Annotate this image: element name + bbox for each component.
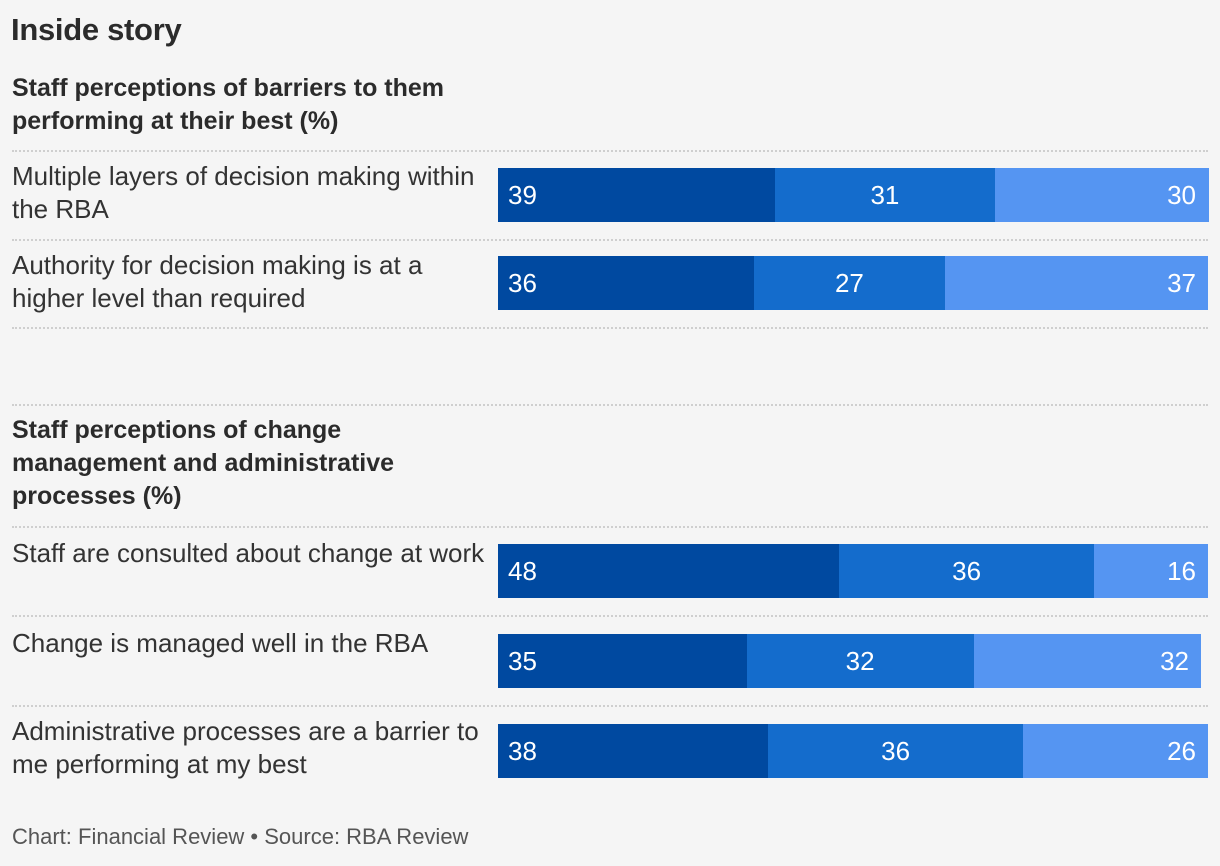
divider xyxy=(12,239,1208,241)
bar-segment xyxy=(498,634,747,688)
bar-segment xyxy=(995,168,1209,222)
bar-segment xyxy=(498,724,769,778)
divider xyxy=(12,526,1208,528)
chart-1-bar: 39 31 30 xyxy=(498,168,1209,222)
bar-segment xyxy=(498,544,840,598)
divider xyxy=(12,615,1208,617)
bar-value-label: 36 xyxy=(881,736,911,766)
bar-segment xyxy=(774,168,996,222)
bar-segment xyxy=(753,256,946,310)
chart-1-title: Staff perceptions of barriers to them pe… xyxy=(12,74,445,135)
bar-value-label: 27 xyxy=(834,268,864,298)
chart-2-category-label: Administrative processes are a barrier t… xyxy=(12,716,479,779)
bar-segment xyxy=(746,634,975,688)
bar-value-label: 16 xyxy=(1167,556,1196,586)
chart-2-title: Staff perceptions of change management a… xyxy=(12,416,395,510)
chart-1-category-label: Authority for decision making is at a hi… xyxy=(12,250,423,313)
chart-2-category-label: Change is managed well in the RBA xyxy=(12,628,429,658)
bar-value-label: 48 xyxy=(508,556,537,586)
bar-value-label: 32 xyxy=(1160,646,1189,676)
bar-segment xyxy=(838,544,1095,598)
bar-value-label: 30 xyxy=(1167,180,1196,210)
divider xyxy=(12,150,1208,152)
bar-value-label: 31 xyxy=(870,180,900,210)
bar-value-label: 36 xyxy=(952,556,982,586)
divider xyxy=(12,404,1208,406)
divider xyxy=(12,705,1208,707)
chart-2-bar: 35 32 32 xyxy=(498,634,1202,688)
chart-source-footer: Chart: Financial Review • Source: RBA Re… xyxy=(12,824,469,849)
bar-segment xyxy=(498,256,755,310)
chart-1-category-label: Multiple layers of decision making withi… xyxy=(12,161,475,224)
bar-value-label: 32 xyxy=(845,646,875,676)
bar-segment xyxy=(498,168,776,222)
bar-value-label: 36 xyxy=(508,268,537,298)
bar-segment xyxy=(1094,544,1209,598)
page-title: Inside story xyxy=(11,12,182,47)
chart-1-bar: 36 27 37 xyxy=(498,256,1209,310)
bar-segment xyxy=(945,256,1209,310)
bar-value-label: 26 xyxy=(1167,736,1196,766)
bar-segment xyxy=(767,724,1024,778)
chart-2-category-label: Staff are consulted about change at work xyxy=(12,538,485,568)
bar-value-label: 38 xyxy=(508,736,537,766)
bar-value-label: 39 xyxy=(508,180,537,210)
chart-2-bar: 48 36 16 xyxy=(498,544,1209,598)
divider xyxy=(12,327,1208,329)
bar-value-label: 37 xyxy=(1167,268,1196,298)
bar-segment xyxy=(1023,724,1209,778)
bar-segment xyxy=(973,634,1202,688)
chart-2-bar: 38 36 26 xyxy=(498,724,1209,778)
bar-value-label: 35 xyxy=(508,646,537,676)
